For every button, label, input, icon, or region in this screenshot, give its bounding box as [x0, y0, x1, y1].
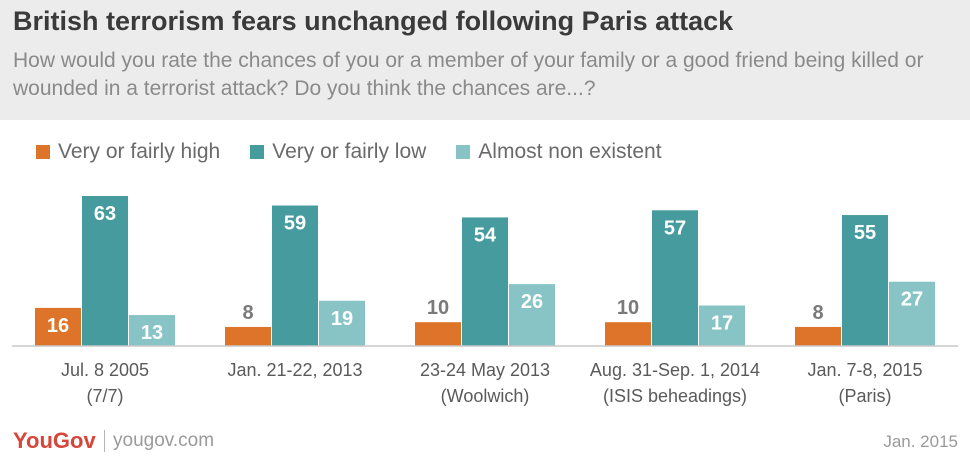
value-label-nonexistent-3: 17 [711, 313, 733, 335]
chart-subtitle: How would you rate the chances of you or… [13, 49, 924, 100]
header-band: British terrorism fears unchanged follow… [0, 0, 970, 120]
category-label-4-line-0: Jan. 7-8, 2015 [807, 360, 922, 380]
bar-high-2 [415, 322, 461, 346]
value-label-low-1: 59 [284, 213, 306, 235]
bar-nonexistent-4 [889, 281, 935, 346]
bar-high-1 [225, 326, 271, 346]
value-label-high-1: 8 [242, 302, 253, 324]
chart-title: British terrorism fears unchanged follow… [13, 6, 734, 36]
legend-label-low: Very or fairly low [272, 140, 427, 163]
bar-high-4 [795, 326, 841, 346]
value-label-high-0: 16 [47, 315, 69, 337]
category-label-3-line-0: Aug. 31-Sep. 1, 2014 [590, 360, 760, 380]
bar-low-1 [272, 205, 318, 346]
footer-date: Jan. 2015 [883, 432, 958, 451]
value-label-low-2: 54 [474, 224, 497, 246]
bar-nonexistent-1 [319, 300, 365, 346]
value-label-low-3: 57 [664, 217, 686, 239]
value-label-nonexistent-0: 13 [141, 322, 163, 344]
footer-url: yougov.com [113, 430, 215, 451]
legend: Very or fairly high Very or fairly low A… [36, 138, 692, 166]
legend-label-nonexistent: Almost non existent [478, 140, 662, 163]
category-label-1-line-0: Jan. 21-22, 2013 [227, 360, 362, 380]
bar-low-3 [652, 210, 698, 346]
legend-item-nonexistent: Almost non existent [456, 140, 662, 164]
legend-swatch-nonexistent [456, 145, 471, 159]
value-label-high-3: 10 [617, 297, 639, 319]
category-label-0-line-1: (7/7) [86, 386, 123, 406]
bar-high-3 [605, 322, 651, 346]
bar-low-0 [82, 196, 128, 346]
category-label-0-line-0: Jul. 8 2005 [61, 360, 149, 380]
category-label-2-line-1: (Woolwich) [441, 386, 530, 406]
legend-swatch-high [36, 145, 50, 159]
legend-item-low: Very or fairly low [250, 140, 426, 164]
legend-item-high: Very or fairly high [36, 140, 220, 164]
value-label-high-4: 8 [812, 302, 823, 324]
category-label-4-line-1: (Paris) [839, 386, 892, 406]
category-label-2-line-0: 23-24 May 2013 [420, 360, 550, 380]
category-label-3-line-1: (ISIS beheadings) [603, 386, 747, 406]
footer-divider [104, 430, 105, 452]
value-label-nonexistent-2: 26 [521, 291, 543, 313]
bar-nonexistent-2 [509, 284, 555, 346]
legend-swatch-low [250, 145, 265, 159]
value-label-low-0: 63 [94, 203, 116, 225]
yougov-logo: YouGov [13, 428, 96, 453]
legend-label-high: Very or fairly high [58, 140, 221, 163]
value-label-high-2: 10 [427, 297, 449, 319]
bar-nonexistent-3 [699, 305, 745, 346]
bar-low-4 [842, 215, 888, 346]
bar-chart: 16 63 13 Jul. 8 2005 (7/7) 8 59 19 Jan. 21-22, 2… [12, 196, 958, 406]
bar-high-0 [35, 307, 81, 346]
value-label-nonexistent-1: 19 [331, 308, 353, 330]
value-label-nonexistent-4: 27 [901, 289, 923, 311]
bar-low-2 [462, 217, 508, 346]
bar-nonexistent-0 [129, 315, 175, 346]
value-label-low-4: 55 [854, 222, 876, 244]
